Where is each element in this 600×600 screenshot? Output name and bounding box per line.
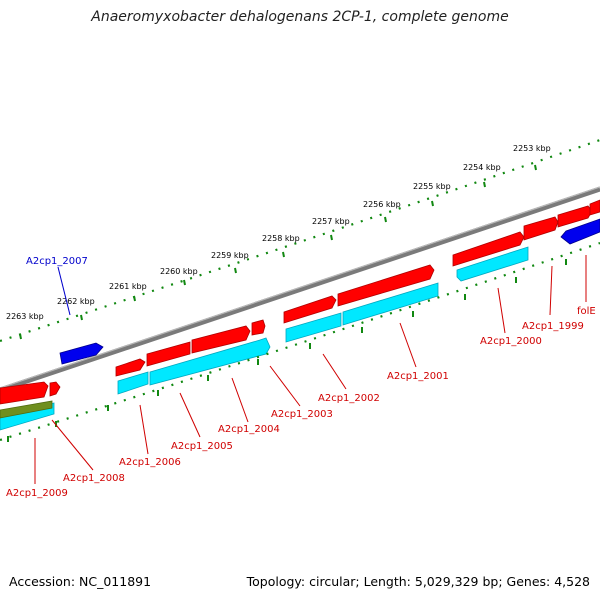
gene-label-a2cp1-2007[interactable]: A2cp1_2007 [26,256,88,267]
gene-label-a2cp1-2001[interactable]: A2cp1_2001 [387,371,449,382]
gene-rev-6[interactable] [456,246,529,282]
kbp-label: 2254 kbp [463,163,501,172]
gene-a2cp1-2007[interactable] [59,342,104,365]
gene-a2cp1-2002[interactable] [283,295,337,324]
topology-text: Topology: circular; Length: 5,029,329 bp… [246,574,590,589]
gene-label-fole[interactable]: folE [577,306,596,317]
leader-line-blue [57,266,71,316]
gene-rev-4[interactable] [285,312,342,343]
gene-a2cp1-2004[interactable] [191,325,251,354]
label-leader-lines [34,255,587,484]
gene-label-a2cp1-2006[interactable]: A2cp1_2006 [119,457,181,468]
kbp-label: 2260 kbp [160,267,198,276]
kbp-label: 2261 kbp [109,282,147,291]
gene-label-a2cp1-2005[interactable]: A2cp1_2005 [171,441,233,452]
kbp-label: 2262 kbp [57,297,95,306]
kbp-label: 2259 kbp [211,251,249,260]
outer-major-ticks [19,164,537,340]
gene-a2cp1-2006[interactable] [115,358,146,377]
gene-a2cp1-2009[interactable] [0,381,49,405]
gene-label-a2cp1-1999[interactable]: A2cp1_1999 [522,321,584,332]
gene-a2cp1-2008[interactable] [49,381,61,397]
kbp-label: 2256 kbp [363,200,401,209]
gene-label-a2cp1-2004[interactable]: A2cp1_2004 [218,424,280,435]
gene-label-a2cp1-2009[interactable]: A2cp1_2009 [6,488,68,499]
gene-label-a2cp1-2000[interactable]: A2cp1_2000 [480,336,542,347]
rna-gene[interactable] [0,400,53,419]
reverse-cds-track [0,246,529,431]
gene-a2cp1-2003[interactable] [251,319,266,336]
gene-rev-2[interactable] [117,371,149,395]
gene-label-a2cp1-2002[interactable]: A2cp1_2002 [318,393,380,404]
kbp-label: 2253 kbp [513,144,551,153]
kbp-scale: 2253 kbp 2254 kbp 2255 kbp 2256 kbp 2257… [6,144,551,321]
forward-cds-track [0,199,600,405]
genome-backbone [0,186,600,393]
gene-label-a2cp1-2008[interactable]: A2cp1_2008 [63,473,125,484]
outer-tick-ring [0,138,600,343]
gene-a2cp1-1999[interactable] [523,216,559,241]
gene-label-a2cp1-2003[interactable]: A2cp1_2003 [271,409,333,420]
accession-text: Accession: NC_011891 [9,574,152,589]
gene-rev-3[interactable] [149,337,271,386]
gene-fwd-edge[interactable] [589,199,600,216]
inner-major-ticks [7,259,567,442]
kbp-label: 2263 kbp [6,312,44,321]
kbp-label: 2258 kbp [262,234,300,243]
kbp-label: 2255 kbp [413,182,451,191]
gene-a2cp1-2000[interactable] [452,231,525,267]
gene-blue-right[interactable] [560,218,600,245]
map-title: Anaeromyxobacter dehalogenans 2CP-1, com… [91,9,509,25]
gene-a2cp1-2005[interactable] [146,341,191,367]
gene-rev-5[interactable] [342,282,439,326]
gene-a2cp1-2001[interactable] [337,264,435,307]
kbp-label: 2257 kbp [312,217,350,226]
